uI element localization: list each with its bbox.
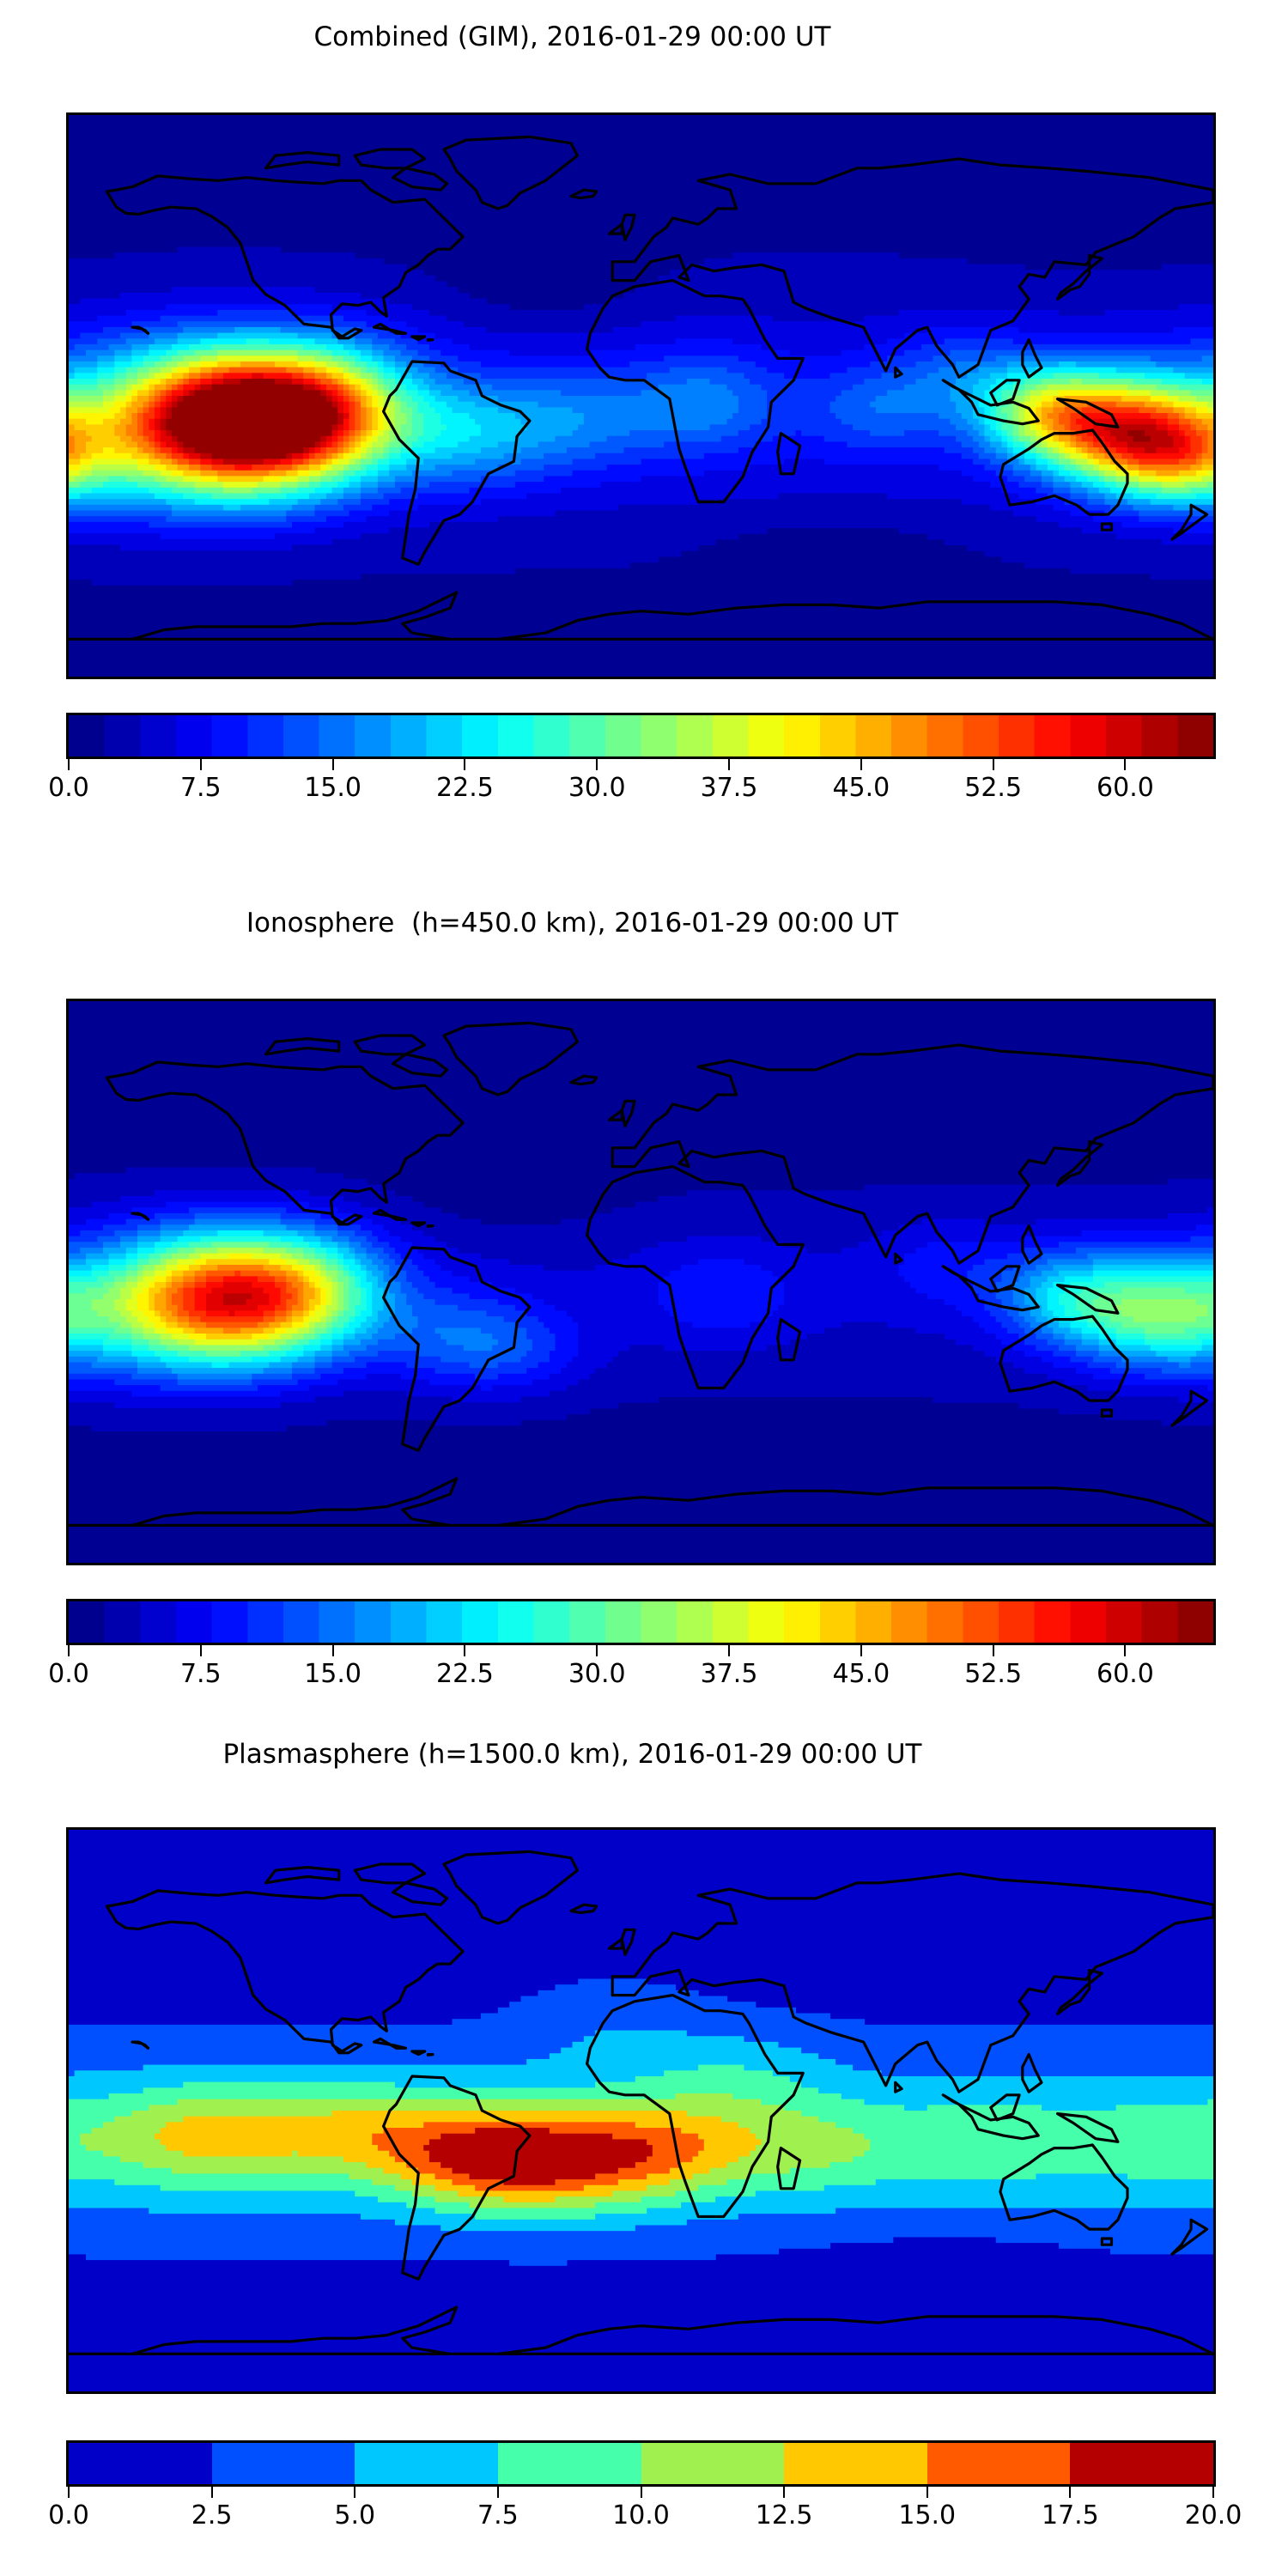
colorbar-tick-label: 45.0 xyxy=(832,1659,890,1689)
colorbar-tick-mark xyxy=(992,1645,994,1656)
colorbar-tick-mark xyxy=(783,2487,786,2498)
colorbar-tick-mark xyxy=(199,1645,202,1656)
colorbar-band-0 xyxy=(69,2443,212,2484)
colorbar-ionosphere-wrap: 0.0 7.5 15.0 22.5 30.0 37.5 45.0 52.5 60.0 xyxy=(48,1599,1216,1689)
colorbar-tick-mark xyxy=(68,1645,70,1656)
colorbar-tick-mark xyxy=(464,1645,466,1656)
colorbar-tick-label: 12.5 xyxy=(755,2500,813,2530)
colorbar-tick-mark xyxy=(331,759,334,770)
colorbar-tick-label: 0.0 xyxy=(48,2500,89,2530)
colorbar-tick-mark xyxy=(860,1645,862,1656)
colorbar-tick-label: 22.5 xyxy=(436,1659,494,1689)
map-ionosphere-canvas xyxy=(69,1001,1213,1563)
colorbar-band-6 xyxy=(927,2443,1071,2484)
colorbar-tick-label: 5.0 xyxy=(334,2500,376,2530)
colorbar-tick-mark xyxy=(992,759,994,770)
colorbar-tick-mark xyxy=(926,2487,928,2498)
colorbar-tick-label: 60.0 xyxy=(1097,1659,1154,1689)
colorbar-tick-mark xyxy=(596,1645,598,1656)
colorbar-tick-label: 17.5 xyxy=(1041,2500,1099,2530)
colorbar-tick-mark xyxy=(331,1645,334,1656)
colorbar-plasmasphere-ticks: 0.0 2.5 5.0 7.5 10.0 12.5 15.0 17.5 20.0 xyxy=(48,2487,1242,2542)
colorbar-tick-label: 0.0 xyxy=(48,773,89,803)
colorbar-plasmasphere xyxy=(66,2440,1216,2487)
panel-title-combined: Combined (GIM), 2016-01-29 00:00 UT xyxy=(313,21,831,52)
colorbar-band-2 xyxy=(355,2443,498,2484)
colorbar-tick-label: 7.5 xyxy=(179,773,222,803)
colorbar-tick-label: 0.0 xyxy=(48,1659,89,1689)
colorbar-tick-mark xyxy=(860,759,862,770)
colorbar-tick-label: 45.0 xyxy=(832,773,890,803)
colorbar-band-1 xyxy=(211,2443,355,2484)
colorbar-ionosphere-ticks: 0.0 7.5 15.0 22.5 30.0 37.5 45.0 52.5 60.0 xyxy=(48,1645,1216,1700)
map-ionosphere-field xyxy=(69,1001,1213,1563)
colorbar-tick-label: 2.5 xyxy=(191,2500,233,2530)
colorbar-tick-label: 20.0 xyxy=(1184,2500,1242,2530)
colorbar-tick-label: 30.0 xyxy=(568,1659,626,1689)
colorbar-tick-mark xyxy=(464,759,466,770)
map-plasmasphere-canvas xyxy=(69,1830,1213,2391)
colorbar-tick-label: 52.5 xyxy=(964,1659,1023,1689)
colorbar-tick-label: 37.5 xyxy=(700,1659,758,1689)
colorbar-tick-mark xyxy=(640,2487,642,2498)
map-plasmasphere xyxy=(66,1827,1216,2394)
colorbar-tick-label: 15.0 xyxy=(304,1659,362,1689)
map-combined-canvas xyxy=(69,115,1213,677)
colorbar-tick-mark xyxy=(1212,2487,1214,2498)
colorbar-tick-mark xyxy=(68,759,70,770)
colorbar-tick-label: 10.0 xyxy=(612,2500,670,2530)
map-combined-field xyxy=(69,115,1213,677)
colorbar-tick-label: 37.5 xyxy=(700,773,758,803)
colorbar-tick-label: 30.0 xyxy=(568,773,626,803)
colorbar-combined xyxy=(66,713,1216,759)
panel-title-ionosphere: Ionosphere (h=450.0 km), 2016-01-29 00:0… xyxy=(246,908,899,939)
colorbar-band-3 xyxy=(497,2443,641,2484)
colorbar-tick-mark xyxy=(199,759,202,770)
colorbar-tick-mark xyxy=(1124,759,1127,770)
colorbar-plasmasphere-bands xyxy=(69,2443,1213,2484)
colorbar-tick-mark xyxy=(68,2487,70,2498)
colorbar-tick-label: 7.5 xyxy=(179,1659,222,1689)
colorbar-plasmasphere-wrap: 0.0 2.5 5.0 7.5 10.0 12.5 15.0 17.5 20.0 xyxy=(48,2440,1242,2530)
colorbar-tick-mark xyxy=(210,2487,213,2498)
colorbar-band-7 xyxy=(1070,2443,1213,2484)
colorbar-combined-ticks: 0.0 7.5 15.0 22.5 30.0 37.5 45.0 52.5 60.0 xyxy=(48,759,1216,814)
colorbar-tick-label: 22.5 xyxy=(436,773,494,803)
map-ionosphere xyxy=(66,999,1216,1565)
colorbar-tick-mark xyxy=(1124,1645,1127,1656)
colorbar-tick-mark xyxy=(728,1645,731,1656)
colorbar-tick-mark xyxy=(496,2487,499,2498)
colorbar-tick-mark xyxy=(596,759,598,770)
panel-title-plasmasphere: Plasmasphere (h=1500.0 km), 2016-01-29 0… xyxy=(222,1739,922,1770)
colorbar-tick-label: 52.5 xyxy=(964,773,1023,803)
colorbar-band-4 xyxy=(641,2443,785,2484)
colorbar-ionosphere xyxy=(66,1599,1216,1645)
colorbar-tick-mark xyxy=(354,2487,356,2498)
colorbar-combined-gradient xyxy=(69,715,1213,756)
colorbar-tick-label: 15.0 xyxy=(898,2500,957,2530)
colorbar-tick-label: 7.5 xyxy=(477,2500,519,2530)
colorbar-band-5 xyxy=(784,2443,927,2484)
colorbar-tick-label: 15.0 xyxy=(304,773,362,803)
colorbar-combined-wrap: 0.0 7.5 15.0 22.5 30.0 37.5 45.0 52.5 60.0 xyxy=(48,713,1216,803)
colorbar-tick-mark xyxy=(728,759,731,770)
colorbar-tick-label: 60.0 xyxy=(1097,773,1154,803)
map-plasmasphere-field xyxy=(69,1830,1213,2391)
colorbar-ionosphere-gradient xyxy=(69,1601,1213,1643)
colorbar-tick-mark xyxy=(1069,2487,1072,2498)
map-combined xyxy=(66,112,1216,679)
